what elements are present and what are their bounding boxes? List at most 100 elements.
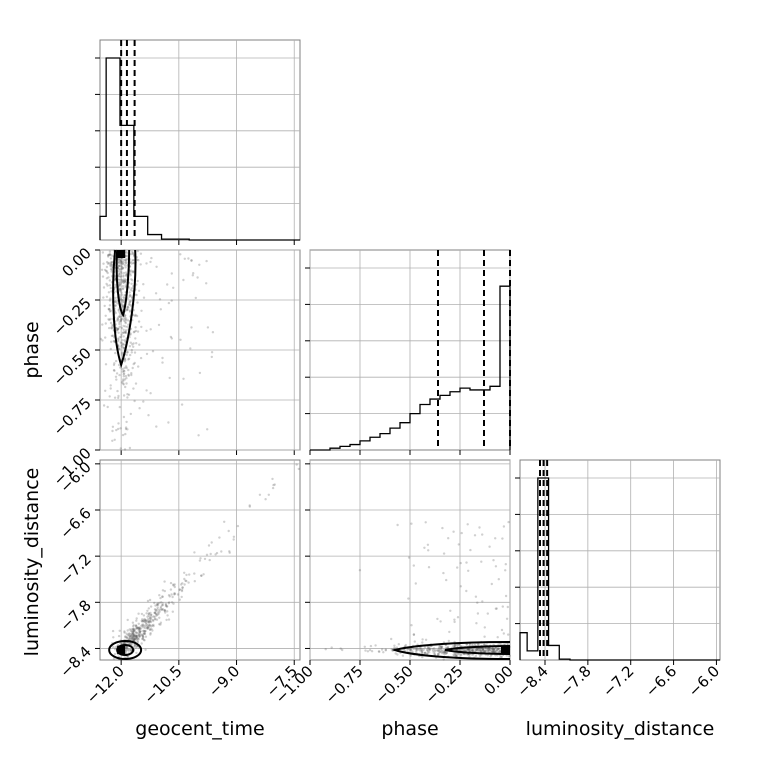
sample-point (223, 520, 226, 523)
sample-point (135, 627, 139, 630)
sample-point (130, 287, 134, 290)
sample-point (111, 645, 115, 649)
sample-point (144, 648, 147, 651)
sample-point (440, 646, 443, 649)
sample-point (454, 654, 458, 657)
sample-point (163, 609, 166, 612)
sample-point (120, 272, 123, 275)
sample-point (124, 314, 127, 317)
sample-point (484, 649, 487, 652)
sample-point (183, 257, 186, 260)
sample-point (128, 345, 132, 348)
sample-point (122, 379, 125, 383)
sample-point (445, 651, 448, 655)
sample-point (114, 300, 117, 303)
sample-point (115, 329, 118, 332)
sample-point (109, 309, 112, 312)
sample-point (128, 632, 131, 635)
sample-point (427, 566, 431, 569)
sample-point (431, 648, 434, 651)
sample-point (122, 281, 125, 285)
sample-point (116, 327, 120, 331)
sample-point (374, 644, 377, 647)
sample-point (131, 637, 134, 640)
sample-point (128, 295, 131, 298)
sample-point (136, 249, 139, 253)
sample-point (128, 642, 131, 645)
sample-point (122, 378, 125, 381)
sample-point (120, 261, 123, 264)
sample-point (134, 637, 137, 640)
sample-point (143, 619, 147, 622)
sample-point (131, 250, 134, 253)
sample-point (456, 644, 459, 647)
sample-point (107, 253, 110, 257)
sample-point (142, 614, 146, 617)
sample-point (118, 280, 121, 284)
sample-point (427, 646, 430, 649)
sample-point (118, 282, 121, 285)
sample-point (125, 632, 128, 635)
sample-point (150, 627, 153, 631)
y-tick-label: −7.2 (56, 550, 94, 588)
sample-point (161, 603, 164, 607)
sample-point (143, 630, 147, 633)
sample-point (491, 647, 494, 651)
sample-point (150, 618, 153, 621)
sample-point (159, 623, 162, 626)
sample-point (442, 552, 446, 555)
sample-point (109, 264, 112, 267)
sample-point (129, 272, 132, 275)
sample-point (443, 653, 446, 656)
sample-point (390, 648, 393, 651)
sample-point (384, 649, 387, 652)
sample-point (410, 522, 413, 525)
sample-point (165, 618, 168, 622)
sample-point (485, 648, 488, 651)
sample-point (140, 633, 143, 636)
sample-point (124, 259, 128, 262)
sample-point (159, 308, 162, 311)
sample-point (131, 271, 134, 274)
sample-point (185, 579, 188, 583)
histogram-phase (310, 285, 511, 451)
sample-point (118, 405, 122, 409)
sample-point (125, 649, 128, 652)
sample-point (140, 642, 143, 645)
sample-point (426, 650, 430, 653)
sample-point (142, 632, 146, 636)
sample-point (122, 394, 126, 397)
sample-point (232, 538, 235, 541)
sample-point (205, 553, 209, 556)
sample-point (132, 345, 135, 348)
sample-point (107, 307, 110, 311)
sample-point (121, 352, 124, 355)
sample-point (198, 263, 201, 266)
sample-point (134, 637, 137, 641)
sample-point (492, 649, 496, 652)
sample-point (479, 648, 482, 652)
sample-point (147, 624, 150, 627)
sample-point (113, 304, 117, 307)
sample-point (143, 632, 146, 635)
sample-point (206, 428, 209, 431)
x-tick-label: −6.6 (642, 662, 680, 700)
sample-point (128, 310, 132, 313)
sample-point (150, 615, 153, 619)
sample-point (142, 296, 146, 299)
sample-point (135, 651, 138, 655)
sample-point (474, 649, 478, 652)
sample-point (210, 541, 213, 544)
sample-point (133, 630, 136, 633)
sample-point (442, 658, 445, 661)
sample-point (129, 274, 132, 277)
sample-point (409, 647, 413, 650)
sample-point (122, 274, 125, 277)
sample-point (460, 648, 464, 651)
scatter-panel-geocent-time-vs-phase: −1.00−0.75−0.50−0.250.00 (50, 244, 301, 489)
sample-point (173, 585, 176, 589)
sample-point (478, 648, 481, 652)
sample-point (476, 601, 479, 604)
sample-point (122, 382, 125, 385)
sample-point (497, 647, 500, 651)
